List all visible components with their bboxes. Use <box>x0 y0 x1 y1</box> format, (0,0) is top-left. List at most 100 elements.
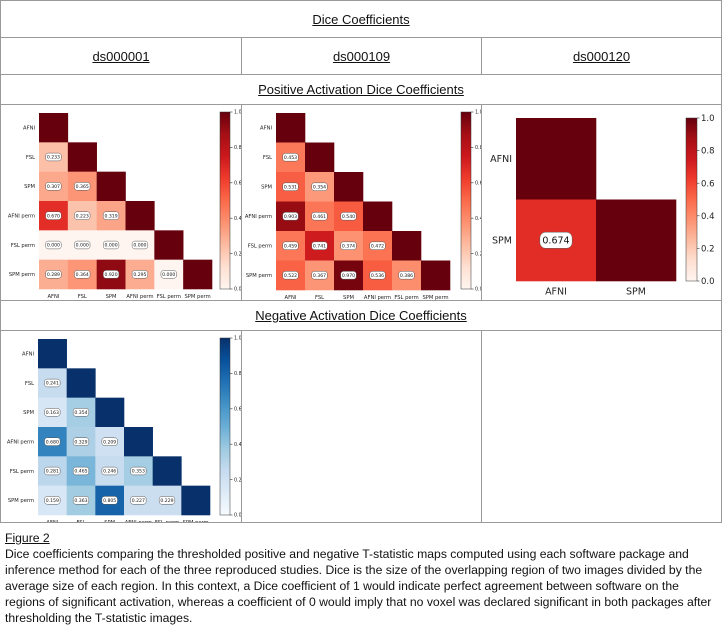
x-tick-label: AFNI <box>285 295 297 301</box>
y-tick-label: FSL <box>263 155 272 161</box>
value-label: 0.307 <box>47 184 60 190</box>
value-label-box <box>72 496 90 505</box>
value-label-box <box>282 241 299 250</box>
y-tick-label: AFNI perm <box>245 214 272 220</box>
value-label: 0.363 <box>74 498 87 504</box>
positive-cell-ds000001: 0.233 0.307 0.365 0.670 0.223 0.319 0.000 0.000… <box>1 105 242 300</box>
value-label-box <box>131 240 148 250</box>
y-tick-label: SPM <box>24 184 35 190</box>
colorbar-tick-label: 1.0 <box>701 114 715 124</box>
value-label-box <box>101 466 118 476</box>
value-label-box <box>160 270 177 279</box>
heatmap-cell <box>516 118 597 200</box>
colorbar-tick-label: 1.0 <box>234 110 241 116</box>
value-label: 0.223 <box>76 213 89 219</box>
colorbar-tick-label: 0.4 <box>234 442 241 448</box>
colorbar-tick-label: 0.8 <box>234 371 241 377</box>
value-label-box <box>72 437 90 446</box>
value-label-box <box>369 271 386 280</box>
value-label: 0.281 <box>46 469 59 475</box>
x-tick-label: SPM perm <box>422 295 448 301</box>
value-label-box <box>539 231 573 249</box>
colorbar-tick-label: 0.4 <box>701 212 715 222</box>
positive-section-row: Positive Activation Dice Coefficients <box>1 75 721 105</box>
value-label: 0.209 <box>103 439 116 445</box>
value-label-box <box>44 408 61 417</box>
negative-cell-ds000120-empty <box>481 331 721 522</box>
value-label: 0.289 <box>47 272 60 278</box>
y-tick-label: FSL perm <box>11 243 35 249</box>
y-tick-label: SPM <box>492 236 512 247</box>
colorbar-tick-label: 0.8 <box>234 145 241 151</box>
value-label: 0.364 <box>76 272 89 278</box>
x-tick-label: SPM <box>104 520 115 522</box>
value-label-box <box>282 212 299 221</box>
table-title-row: Dice Coefficients <box>1 1 721 38</box>
value-label-box <box>74 182 91 191</box>
colorbar-tick-label: 0.0 <box>234 513 241 519</box>
x-tick-label: FSL perm <box>394 295 418 301</box>
column-header-ds000120: ds000120 <box>481 38 721 74</box>
value-label-box <box>398 271 415 280</box>
colorbar-tick-label: 0.6 <box>475 181 482 187</box>
colorbar-tick-label: 0.4 <box>234 216 241 222</box>
value-label: 0.233 <box>47 155 60 161</box>
y-tick-label: AFNI <box>260 126 272 132</box>
heatmap-cell <box>276 113 306 143</box>
heatmap-ds000001-negative: 0.241 0.163 0.354 0.680 0.329 0.209 0.281 0.465… <box>7 336 242 526</box>
value-label: 0.522 <box>284 273 297 279</box>
y-tick-label: AFNI <box>490 154 512 165</box>
value-label: 0.461 <box>313 214 326 220</box>
figure-table: Dice Coefficients ds000001 ds000109 ds00… <box>0 0 722 526</box>
value-label: 0.000 <box>76 243 89 249</box>
value-label: 0.531 <box>284 184 297 190</box>
positive-heatmap-row: 0.233 0.307 0.365 0.670 0.223 0.319 0.000 0.000… <box>1 105 721 301</box>
heatmap-cell <box>421 260 451 291</box>
x-tick-label: SPM <box>626 287 646 298</box>
value-label-box <box>45 182 62 191</box>
x-tick-label: AFNI <box>47 294 59 300</box>
value-label-box <box>369 241 386 250</box>
y-tick-label: SPM perm <box>8 498 34 504</box>
heatmap-cell <box>183 259 213 290</box>
x-tick-label: FSL <box>76 520 85 522</box>
value-label-box <box>103 240 120 250</box>
value-label: 0.670 <box>47 213 60 219</box>
value-label: 0.970 <box>342 273 355 279</box>
value-label-box <box>45 270 62 279</box>
colorbar-tick-label: 0.2 <box>701 244 715 254</box>
value-label: 0.000 <box>47 243 60 249</box>
value-label: 0.680 <box>46 439 59 445</box>
value-label-box <box>44 466 61 476</box>
figure-caption: Figure 2 Dice coefficients comparing the… <box>5 530 719 626</box>
x-tick-label: AFNI <box>46 520 58 522</box>
negative-cell-ds000109-empty <box>241 331 481 522</box>
colorbar-tick-label: 0.4 <box>475 216 482 222</box>
y-tick-label: FSL <box>25 381 34 387</box>
heatmap-cell <box>39 113 69 143</box>
value-label: 0.365 <box>76 184 89 190</box>
colorbar-tick-label: 0.8 <box>701 147 715 157</box>
column-header-ds000001: ds000001 <box>1 38 241 74</box>
y-tick-label: AFNI <box>22 352 34 358</box>
heatmap-cell <box>38 339 67 369</box>
y-tick-label: SPM perm <box>246 273 272 279</box>
value-label-box <box>101 496 118 505</box>
value-label-box <box>311 241 328 250</box>
x-tick-label: AFNI perm <box>126 294 153 300</box>
value-label: 0.374 <box>342 243 355 249</box>
heatmap-ds000109-positive: 0.453 0.531 0.354 0.903 0.461 0.540 0.459 0.741… <box>245 110 483 301</box>
value-label-box <box>44 496 61 505</box>
value-label-box <box>74 211 91 220</box>
value-label: 0.453 <box>284 155 297 161</box>
x-tick-label: SPM <box>343 295 354 301</box>
value-label: 0.354 <box>313 184 326 190</box>
value-label: 0.159 <box>46 498 59 504</box>
colorbar <box>219 337 231 516</box>
value-label: 0.000 <box>162 272 175 278</box>
x-tick-label: FSL perm <box>155 520 179 522</box>
colorbar-tick-label: 1.0 <box>234 336 241 342</box>
colorbar-tick-label: 0.0 <box>475 287 482 293</box>
value-label: 0.386 <box>400 273 413 279</box>
column-header-label: ds000001 <box>92 48 150 64</box>
